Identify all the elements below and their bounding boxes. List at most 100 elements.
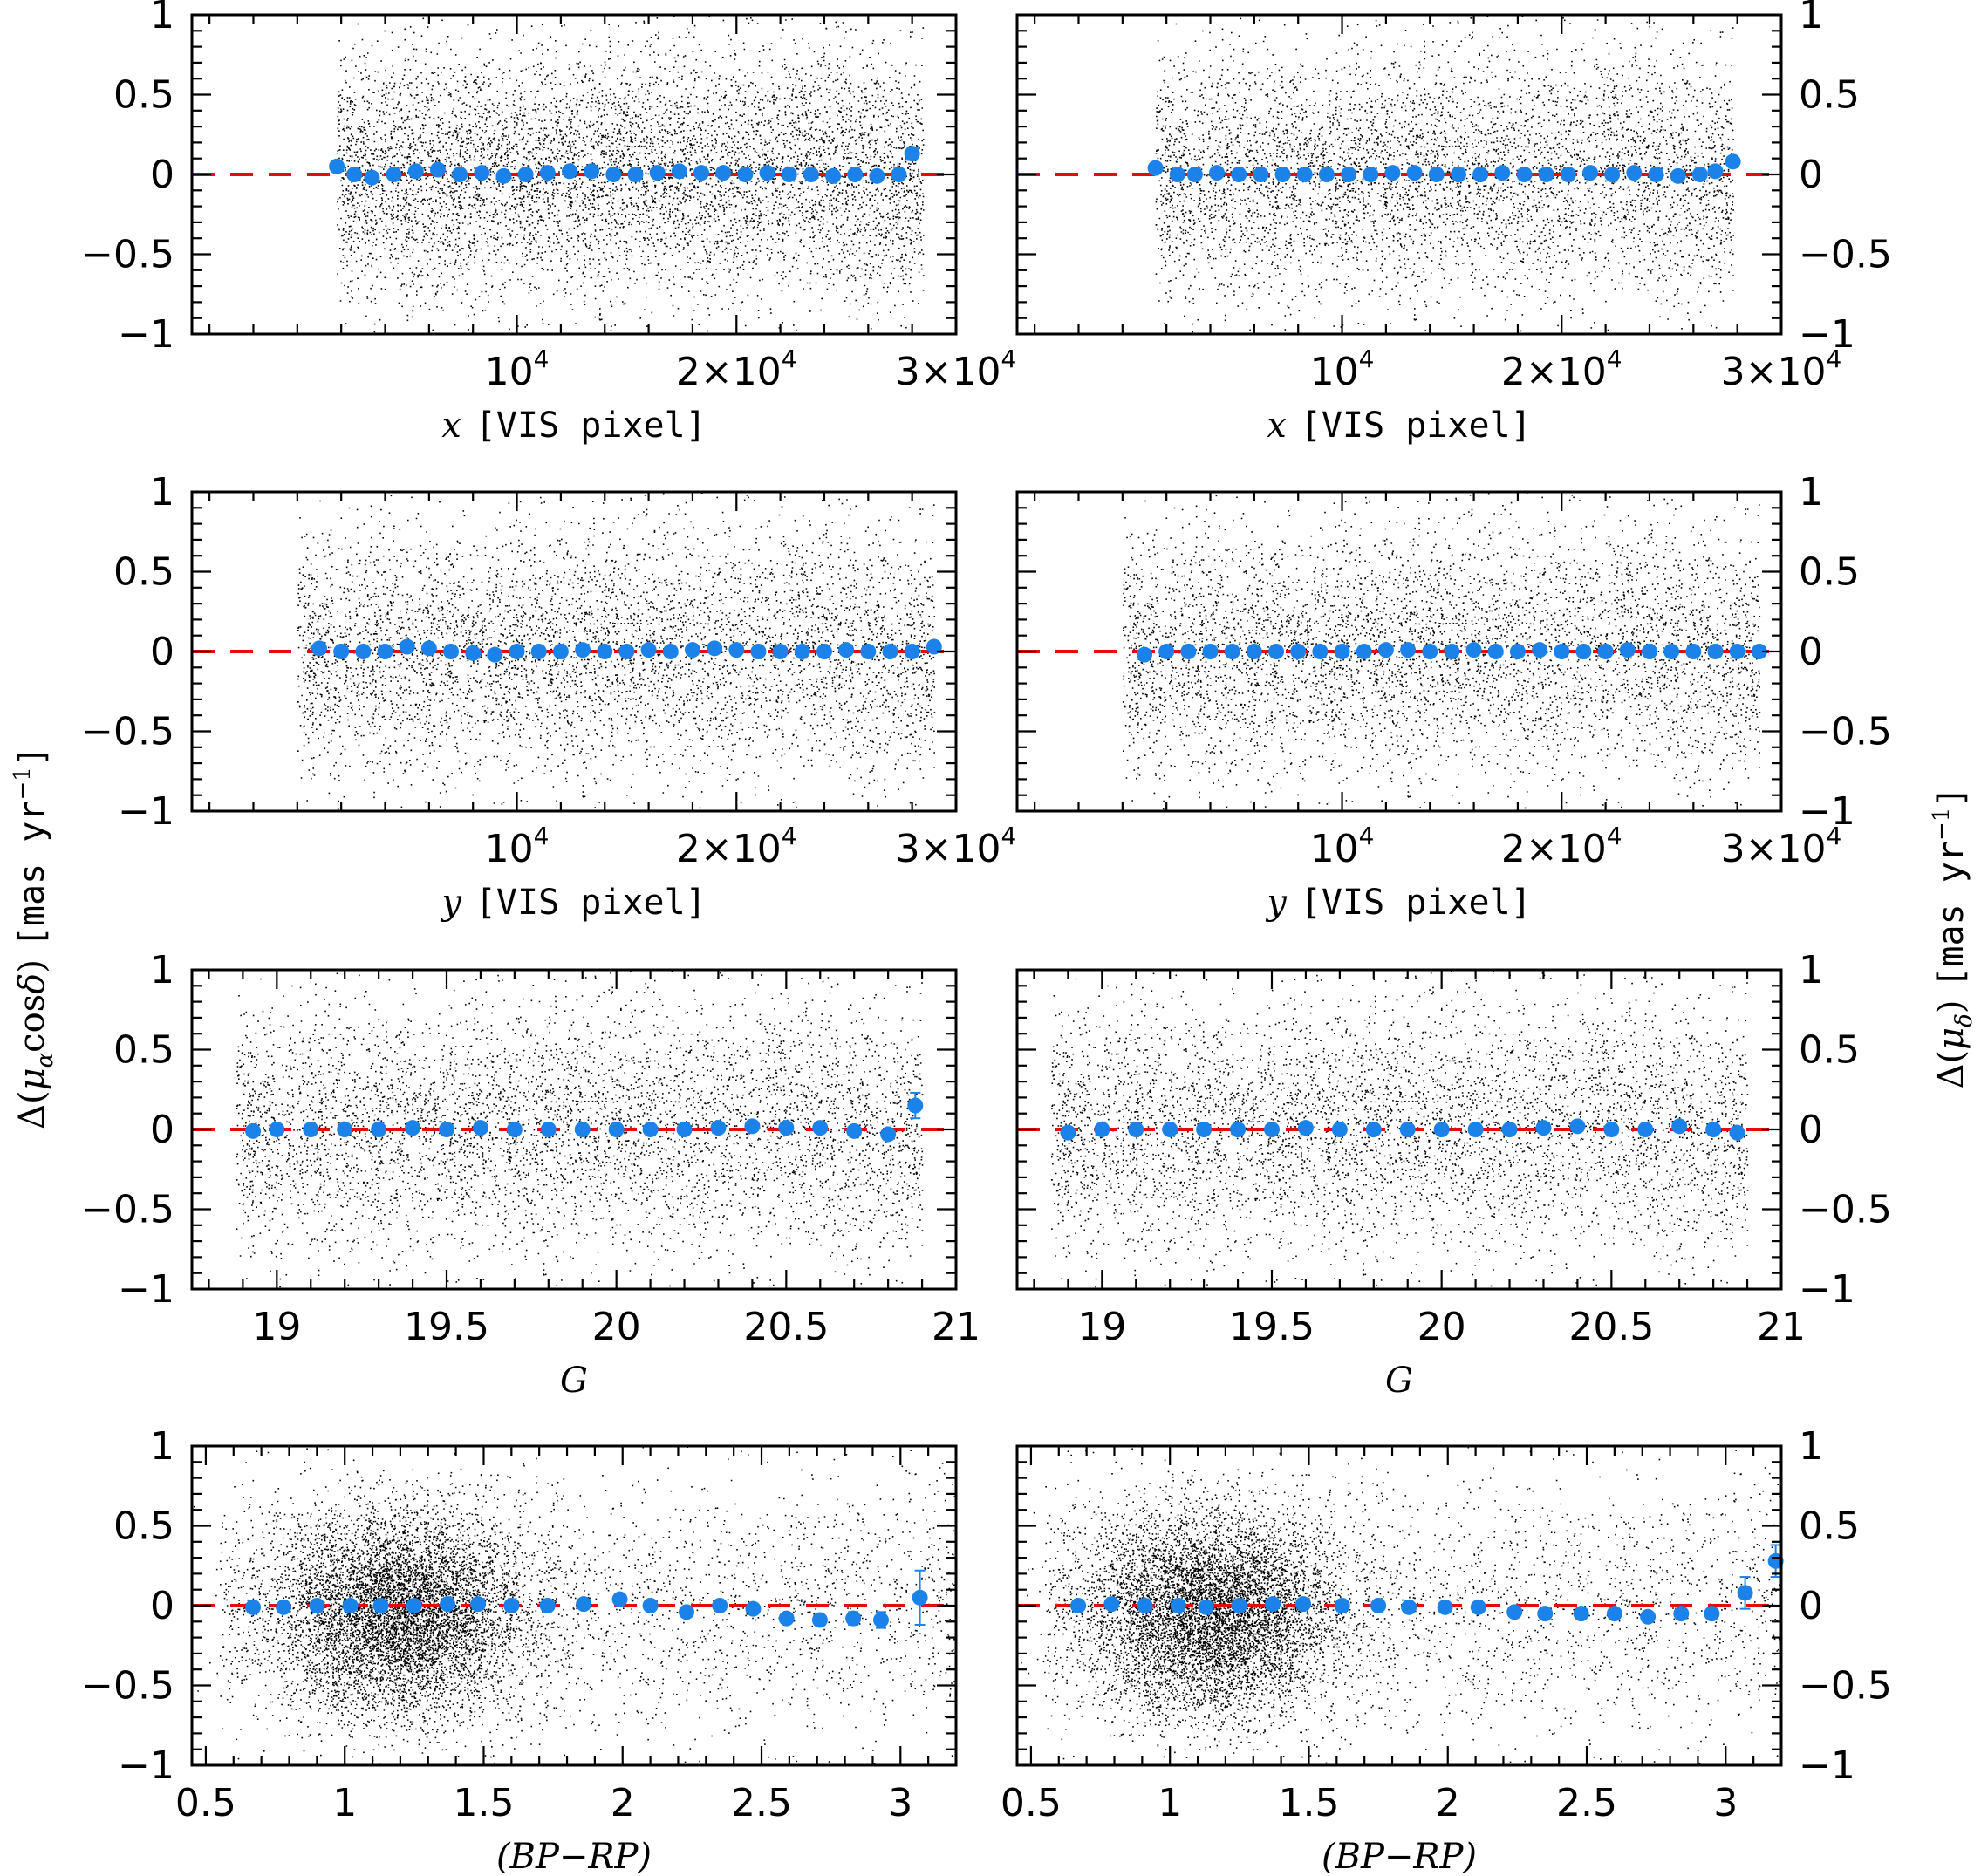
bin-point — [715, 165, 731, 181]
bin-point — [386, 167, 402, 182]
x-axis-label: y [VIS pixel] — [1265, 883, 1532, 923]
y-tick-label: −0.5 — [1799, 710, 1892, 754]
x-tick-label: 104 — [1310, 822, 1375, 871]
bin-point — [1422, 644, 1438, 659]
bin-point — [405, 1120, 420, 1136]
x-tick-label: 1.5 — [453, 1781, 514, 1825]
bin-point — [1370, 1598, 1386, 1613]
bin-point — [880, 1126, 896, 1142]
bin-point — [576, 1596, 591, 1612]
bin-point — [1070, 1598, 1086, 1613]
bin-point — [575, 1122, 591, 1137]
bin-point — [760, 165, 775, 181]
bin-point — [346, 167, 362, 182]
x-tick-label: 3×104 — [896, 345, 1017, 394]
bin-point — [541, 1122, 557, 1137]
bin-point — [803, 167, 819, 182]
y-tick-label: 0 — [1799, 1584, 1823, 1628]
y-tick-label: 1 — [150, 0, 174, 38]
y-tick-label: −1 — [118, 312, 174, 357]
bin-point — [343, 1598, 359, 1613]
bin-point — [1356, 644, 1372, 659]
bin-point — [869, 168, 885, 184]
bin-point — [1738, 1585, 1753, 1600]
panel-row3-left: 10.50−0.5−119 19.5 20 20.5 21G — [81, 948, 980, 1401]
bin-point — [1730, 644, 1745, 659]
bin-point — [1230, 1122, 1246, 1137]
bin-point — [1704, 1606, 1719, 1621]
bin-point — [677, 1122, 693, 1137]
bin-point — [1535, 1120, 1551, 1136]
bin-point — [355, 644, 371, 659]
x-tick-label: 2.5 — [1556, 1781, 1617, 1825]
bin-point — [605, 167, 621, 182]
bin-point — [1429, 167, 1445, 182]
bin-point — [553, 644, 569, 659]
bin-point — [1444, 644, 1459, 659]
x-axis-label: G — [1385, 1361, 1413, 1401]
y-tick-label: −1 — [1799, 1267, 1855, 1312]
y-tick-label: −0.5 — [1799, 1664, 1892, 1709]
binned-median-points — [1137, 642, 1767, 662]
bin-point — [378, 644, 393, 659]
bin-point — [663, 644, 679, 659]
bin-point — [873, 1612, 889, 1627]
bin-point — [1203, 644, 1219, 659]
bin-point — [1103, 1596, 1119, 1612]
bin-point — [373, 1598, 389, 1613]
x-tick-label: 3 — [888, 1781, 912, 1825]
x-tick-label: 20.5 — [743, 1305, 829, 1349]
y-tick-label: 0 — [1799, 630, 1823, 674]
y-tick-label: −1 — [118, 1267, 174, 1312]
bin-point — [487, 647, 502, 663]
bin-point — [531, 644, 547, 659]
bin-point — [1363, 167, 1378, 182]
bin-point — [812, 1612, 828, 1627]
y-tick-label: 0.5 — [1799, 1504, 1860, 1549]
bin-point — [562, 163, 577, 179]
bin-point — [679, 1604, 694, 1620]
bin-point — [1180, 644, 1196, 659]
bin-point — [707, 640, 722, 656]
bin-point — [1400, 642, 1416, 658]
bin-point — [1060, 1125, 1076, 1141]
bin-point — [1400, 1122, 1416, 1137]
x-tick-label: 3×104 — [1721, 822, 1842, 871]
x-tick-label: 21 — [932, 1305, 980, 1349]
bin-point — [1488, 644, 1504, 659]
binned-median-points — [1148, 153, 1741, 183]
x-axis-label: x [VIS pixel] — [1267, 406, 1531, 446]
bin-point — [245, 1600, 261, 1615]
bin-point — [1466, 642, 1482, 658]
bin-point — [1603, 1122, 1619, 1137]
bin-point — [473, 1120, 488, 1136]
bin-point — [1225, 644, 1240, 659]
y-tick-label: 0 — [1799, 153, 1823, 197]
bin-point — [825, 168, 841, 184]
y-tick-label: 0.5 — [113, 550, 174, 595]
x-tick-label: 104 — [485, 822, 550, 871]
bin-point — [1366, 1122, 1382, 1137]
y-tick-label: 1 — [1799, 948, 1823, 993]
x-tick-label: 0.5 — [1001, 1781, 1062, 1825]
bin-point — [1502, 1122, 1518, 1137]
bin-point — [1384, 165, 1400, 181]
bin-point — [1642, 644, 1657, 659]
bin-point — [744, 1118, 760, 1134]
bin-point — [406, 1598, 422, 1613]
binned-median-points — [1060, 1118, 1745, 1140]
bin-point — [1725, 153, 1741, 169]
bin-point — [1196, 1122, 1212, 1137]
bin-point — [812, 1120, 828, 1136]
bin-point — [329, 159, 345, 174]
y-tick-label: −0.5 — [1799, 233, 1892, 277]
bin-point — [430, 162, 446, 178]
y-tick-label: −0.5 — [1799, 1188, 1892, 1232]
x-tick-label: 2×104 — [676, 822, 797, 871]
x-tick-label: 104 — [485, 345, 550, 394]
bin-point — [1575, 644, 1591, 659]
bin-point — [1312, 644, 1328, 659]
